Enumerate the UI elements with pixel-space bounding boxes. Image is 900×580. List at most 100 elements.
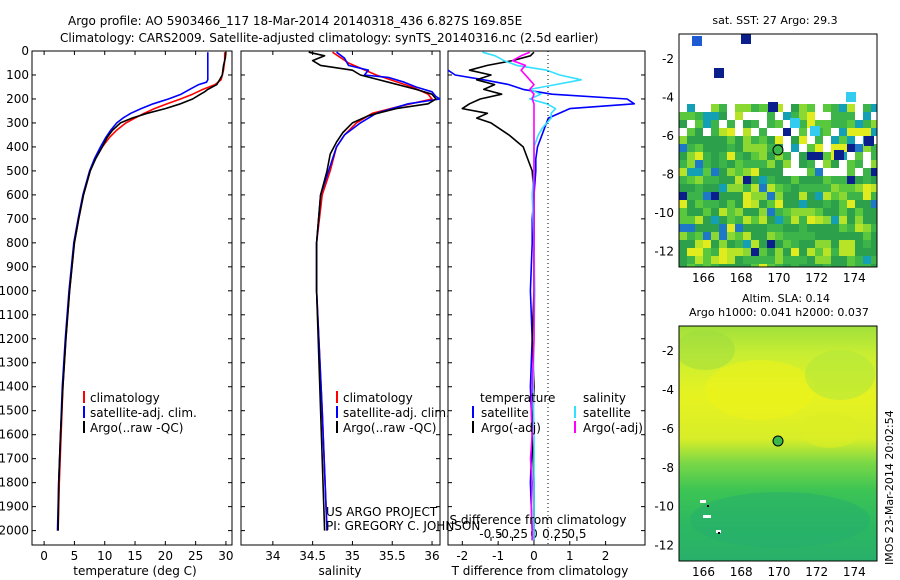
sst-cell bbox=[735, 264, 743, 267]
sst-cell bbox=[695, 208, 703, 216]
map-x-tick-label: 166 bbox=[692, 271, 715, 285]
sst-cell bbox=[839, 128, 847, 136]
sst-cell bbox=[703, 120, 711, 128]
x-tick-label: 10 bbox=[97, 549, 112, 563]
sst-cell bbox=[687, 208, 695, 216]
legend-label-argo: Argo(..raw -QC) bbox=[343, 421, 436, 435]
x-tick-label: 5 bbox=[71, 549, 79, 563]
sst-cell bbox=[735, 192, 743, 200]
sst-cell bbox=[855, 264, 863, 267]
y-tick-label: 1600 bbox=[0, 428, 29, 442]
sst-cell bbox=[831, 136, 839, 144]
sst-cell bbox=[679, 120, 687, 128]
sst-cell bbox=[679, 216, 687, 224]
sst-cell bbox=[799, 208, 807, 216]
sst-cell bbox=[810, 126, 820, 136]
sst-cell bbox=[711, 152, 719, 160]
sst-cell bbox=[815, 248, 823, 256]
sst-cell bbox=[863, 112, 871, 120]
series-line-climatology bbox=[57, 52, 226, 531]
sst-cell bbox=[815, 168, 823, 176]
sst-cell bbox=[679, 176, 687, 184]
sst-cell bbox=[775, 264, 783, 267]
sst-cell bbox=[847, 240, 855, 248]
sst-cell bbox=[719, 168, 727, 176]
sst-cell bbox=[847, 208, 855, 216]
difference-legend: temperature salinity satellite Argo(-adj… bbox=[472, 391, 643, 435]
sst-cell bbox=[719, 184, 727, 192]
y-tick-label: 1000 bbox=[0, 284, 29, 298]
sla-map-texture bbox=[679, 330, 875, 548]
sst-cell bbox=[687, 144, 695, 152]
sst-cell bbox=[847, 200, 855, 208]
sst-cell bbox=[863, 208, 871, 216]
sst-cell bbox=[687, 192, 695, 200]
sst-cell bbox=[831, 216, 839, 224]
sst-cell bbox=[831, 232, 839, 240]
difference-xlabel-t: T difference from climatology bbox=[451, 564, 629, 578]
sst-cell bbox=[751, 216, 759, 224]
sst-cell bbox=[767, 192, 775, 200]
sst-cell bbox=[791, 112, 799, 120]
sst-cell bbox=[743, 160, 751, 168]
x-tick-label-s: 0.5 bbox=[567, 527, 586, 541]
y-tick-label: 2000 bbox=[0, 524, 29, 538]
sst-cell bbox=[783, 112, 791, 120]
sst-cell bbox=[855, 160, 863, 168]
sst-cell bbox=[727, 152, 735, 160]
sst-cell bbox=[679, 264, 687, 267]
x-tick-label: 15 bbox=[127, 549, 142, 563]
sst-cell bbox=[727, 248, 735, 256]
sst-cell bbox=[855, 256, 863, 264]
sst-cell bbox=[855, 128, 863, 136]
sst-cell bbox=[727, 144, 735, 152]
map-x-tick-label: 170 bbox=[767, 271, 790, 285]
x-tick-label: 20 bbox=[158, 549, 173, 563]
sst-cell bbox=[855, 216, 863, 224]
sst-cell bbox=[871, 224, 877, 232]
profile-lines bbox=[56, 51, 636, 541]
temperature-panel-frame bbox=[31, 50, 233, 546]
sst-cell bbox=[807, 232, 815, 240]
sst-cell bbox=[791, 208, 799, 216]
sst-cell bbox=[759, 152, 767, 160]
map-y-tick-label: -6 bbox=[662, 129, 674, 143]
sst-cell bbox=[831, 184, 839, 192]
sst-cell bbox=[815, 232, 823, 240]
sst-cell bbox=[863, 200, 871, 208]
sst-cell bbox=[735, 248, 743, 256]
sst-cell bbox=[703, 168, 711, 176]
map-y-tick-label: -6 bbox=[662, 422, 674, 436]
y-tick-label: 900 bbox=[6, 260, 29, 274]
legend-label-climatology: climatology bbox=[90, 391, 160, 405]
sst-cell bbox=[735, 160, 743, 168]
sst-cell bbox=[871, 152, 877, 160]
sst-cell bbox=[743, 256, 751, 264]
x-tick-label: 30 bbox=[218, 549, 233, 563]
sst-cell bbox=[695, 256, 703, 264]
sst-cell bbox=[871, 184, 877, 192]
sst-cell bbox=[767, 256, 775, 264]
legend-label-s-argo: Argo(-adj) bbox=[583, 421, 643, 435]
sst-cell bbox=[807, 112, 815, 120]
sst-cell bbox=[783, 152, 791, 160]
sst-cell bbox=[791, 232, 799, 240]
map-x-tick-label: 168 bbox=[730, 565, 753, 579]
sst-cell bbox=[743, 184, 751, 192]
sst-cell bbox=[807, 200, 815, 208]
sst-cell bbox=[711, 256, 719, 264]
sst-cell bbox=[815, 224, 823, 232]
sst-cell bbox=[719, 240, 727, 248]
sst-cell bbox=[687, 104, 695, 112]
sst-cell bbox=[863, 104, 871, 112]
sst-cell bbox=[703, 208, 711, 216]
sst-cell bbox=[807, 216, 815, 224]
sst-cell bbox=[719, 264, 727, 267]
sst-cell bbox=[727, 168, 735, 176]
sst-cell bbox=[735, 216, 743, 224]
sst-cell bbox=[727, 192, 735, 200]
sst-cell bbox=[839, 144, 847, 152]
sst-cell bbox=[799, 152, 807, 160]
sst-cell bbox=[839, 136, 847, 144]
y-tick-label: 1100 bbox=[0, 308, 29, 322]
